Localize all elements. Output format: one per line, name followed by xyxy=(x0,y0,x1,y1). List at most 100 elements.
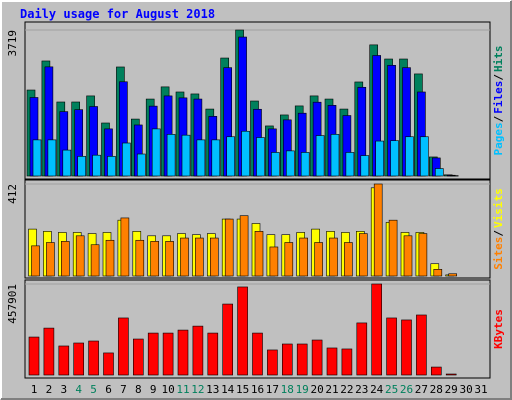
bar xyxy=(133,338,144,376)
x-tick-label: 16 xyxy=(251,383,264,396)
bar xyxy=(420,136,429,177)
x-tick-label: 19 xyxy=(296,383,309,396)
bar xyxy=(77,156,86,177)
y-tick-label: 3719 xyxy=(6,30,19,57)
bar xyxy=(341,348,353,376)
bar xyxy=(47,139,57,177)
bar xyxy=(433,269,443,277)
bar xyxy=(284,242,294,277)
bar xyxy=(311,339,323,376)
chart-title: Daily usage for August 2018 xyxy=(20,7,215,21)
legend: Pages/Files/Hits xyxy=(492,46,505,156)
bar xyxy=(137,153,146,177)
legend-entry: KBytes xyxy=(492,309,505,349)
x-tick-label: 28 xyxy=(430,383,443,396)
bar xyxy=(210,237,219,277)
bar xyxy=(192,325,204,376)
bar xyxy=(371,283,383,376)
bar xyxy=(224,218,234,277)
x-tick-label: 4 xyxy=(75,383,82,396)
bar xyxy=(254,231,264,277)
legend-separator: / xyxy=(492,230,505,237)
bar xyxy=(92,154,101,177)
bar xyxy=(147,332,159,376)
x-tick-label: 23 xyxy=(355,383,368,396)
x-tick-label: 11 xyxy=(176,383,189,396)
x-tick-label: 17 xyxy=(266,383,279,396)
x-tick-label: 10 xyxy=(161,383,174,396)
x-tick-label: 27 xyxy=(415,383,428,396)
bar xyxy=(162,332,174,376)
bar xyxy=(326,347,338,376)
x-tick-label: 24 xyxy=(370,383,384,396)
bar xyxy=(256,137,265,177)
x-tick-label: 5 xyxy=(90,383,97,396)
bar xyxy=(299,237,309,277)
legend: KBytes xyxy=(492,309,505,349)
bar xyxy=(31,245,40,277)
x-tick-label: 18 xyxy=(281,383,294,396)
x-tick-label: 31 xyxy=(474,383,487,396)
x-tick-label: 15 xyxy=(236,383,249,396)
legend-separator: / xyxy=(492,115,505,122)
legend: Sites/ Visits xyxy=(492,188,505,270)
bar xyxy=(360,155,370,177)
bar xyxy=(241,130,250,177)
y-tick-label: 412 xyxy=(6,184,19,204)
x-tick-label: 8 xyxy=(135,383,142,396)
legend-entry: Files xyxy=(492,81,505,114)
bar xyxy=(448,273,458,277)
x-tick-label: 2 xyxy=(46,383,53,396)
x-tick-label: 25 xyxy=(385,383,398,396)
bar xyxy=(386,317,397,376)
bar xyxy=(222,303,233,376)
x-tick-label: 14 xyxy=(221,383,235,396)
bar xyxy=(165,241,174,277)
bar xyxy=(401,319,412,376)
x-tick-label: 30 xyxy=(459,383,472,396)
bar xyxy=(375,140,385,177)
bar xyxy=(122,142,131,177)
bar xyxy=(211,139,221,177)
bar xyxy=(207,332,219,376)
y-tick-label: 457901 xyxy=(6,284,19,324)
bar xyxy=(356,322,368,376)
bar xyxy=(237,286,248,376)
bar xyxy=(226,136,235,177)
bar xyxy=(151,128,161,177)
bar xyxy=(358,233,368,277)
bar xyxy=(344,242,353,277)
bar xyxy=(103,352,114,376)
bar xyxy=(271,152,280,177)
bar xyxy=(269,246,279,277)
bar xyxy=(445,373,457,376)
bar xyxy=(329,237,338,277)
legend-entry: Pages xyxy=(492,122,505,155)
x-tick-label: 20 xyxy=(310,383,323,396)
bar xyxy=(315,135,325,177)
bar xyxy=(118,317,129,376)
bar xyxy=(281,343,293,376)
bar xyxy=(300,152,310,177)
x-tick-label: 22 xyxy=(340,383,353,396)
bar xyxy=(196,139,206,177)
bar xyxy=(449,175,459,177)
bar xyxy=(434,168,444,177)
bar xyxy=(180,237,189,277)
x-tick-label: 9 xyxy=(150,383,157,396)
bar xyxy=(32,139,42,177)
bar xyxy=(390,140,399,177)
bar xyxy=(430,366,442,376)
bar xyxy=(405,136,414,177)
bar xyxy=(120,217,130,277)
bar xyxy=(107,156,116,177)
x-tick-label: 21 xyxy=(325,383,338,396)
bar xyxy=(62,149,72,177)
x-tick-label: 12 xyxy=(191,383,204,396)
legend-entry: Visits xyxy=(492,188,505,228)
bar xyxy=(28,336,40,376)
bar xyxy=(88,340,99,376)
bar xyxy=(43,327,55,376)
